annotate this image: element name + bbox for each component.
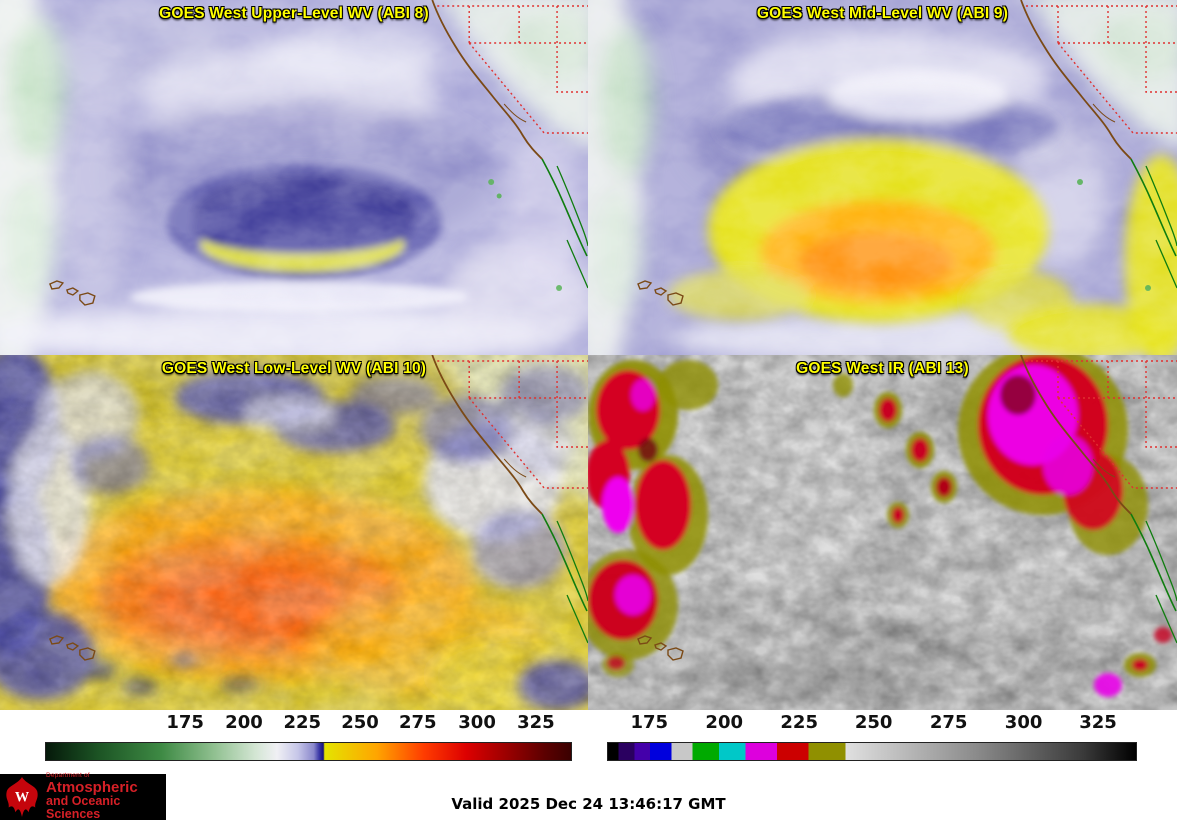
aos-dept-logo: W Department of Atmospheric and Oceanic …	[0, 773, 166, 820]
wv-colorbar-gradient	[45, 742, 572, 761]
wv-tick: 200	[225, 712, 263, 733]
abi8-imagery	[0, 0, 588, 355]
ir-tick: 200	[705, 712, 743, 733]
ir-colorbar-gradient	[607, 742, 1137, 761]
wv-tick: 175	[166, 712, 204, 733]
panel-title-abi8: GOES West Upper-Level WV (ABI 8)	[159, 5, 429, 22]
panel-upper-level-wv: GOES West Upper-Level WV (ABI 8)	[0, 0, 588, 355]
panel-title-abi10: GOES West Low-Level WV (ABI 10)	[161, 360, 427, 377]
panel-title-abi13: GOES West IR (ABI 13)	[796, 360, 969, 377]
ir-tick: 250	[854, 712, 893, 733]
ir-colorbar-ticks: 175 200 225 250 275 300 325	[607, 712, 1135, 738]
wv-tick: 225	[283, 712, 322, 733]
panel-low-level-wv: GOES West Low-Level WV (ABI 10)	[0, 355, 588, 710]
wv-tick: 325	[517, 712, 555, 733]
panel-ir: GOES West IR (ABI 13)	[588, 355, 1177, 710]
satellite-quad-grid: GOES West Upper-Level WV (ABI 8)	[0, 0, 1177, 710]
abi13-imagery	[588, 355, 1177, 710]
logo-line-oceanic: and Oceanic Sciences	[46, 794, 121, 820]
wv-tick: 250	[341, 712, 379, 733]
abi9-imagery	[588, 0, 1177, 355]
ir-tick: 175	[630, 712, 669, 733]
ir-tick: 300	[1004, 712, 1043, 733]
panel-title-abi9: GOES West Mid-Level WV (ABI 9)	[756, 5, 1009, 22]
crest-letter: W	[15, 790, 30, 806]
wv-colorbar-ticks: 175 200 225 250 275 300 325	[45, 712, 570, 738]
abi10-imagery	[0, 355, 588, 710]
wv-tick: 275	[398, 712, 437, 733]
ir-tick: 325	[1079, 712, 1117, 733]
logo-department-of: Department of	[46, 772, 90, 780]
valid-time-label: Valid 2025 Dec 24 13:46:17 GMT	[451, 795, 726, 813]
logo-text: Department of Atmospheric and Oceanic Sc…	[46, 773, 166, 820]
ir-tick: 225	[780, 712, 818, 733]
logo-line-atmospheric: Atmospheric	[46, 778, 138, 796]
ir-tick: 275	[929, 712, 968, 733]
uw-crest-icon: W	[6, 777, 38, 817]
panel-mid-level-wv: GOES West Mid-Level WV (ABI 9)	[588, 0, 1177, 355]
wv-tick: 300	[458, 712, 496, 733]
